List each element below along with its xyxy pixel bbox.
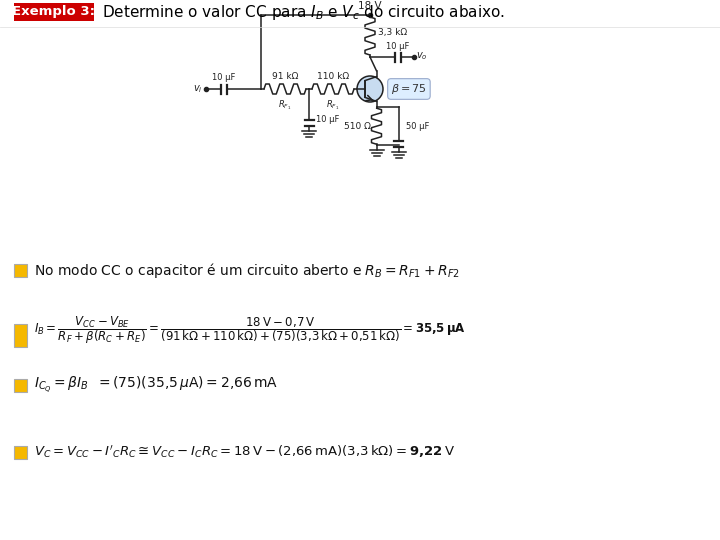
Text: 91 kΩ: 91 kΩ — [272, 72, 298, 81]
Text: 10 μF: 10 μF — [212, 73, 235, 82]
Text: $v_i$: $v_i$ — [194, 83, 203, 95]
FancyBboxPatch shape — [14, 323, 27, 347]
FancyBboxPatch shape — [14, 379, 27, 392]
Text: $I_B = \dfrac{V_{CC} - V_{BE}}{R_F + \beta(R_C + R_E)} = \dfrac{18\,\mathrm{V} -: $I_B = \dfrac{V_{CC} - V_{BE}}{R_F + \be… — [34, 314, 466, 346]
FancyBboxPatch shape — [14, 3, 94, 21]
Text: 110 kΩ: 110 kΩ — [317, 72, 349, 81]
Text: 3,3 kΩ: 3,3 kΩ — [378, 28, 407, 37]
Text: 510 Ω: 510 Ω — [344, 122, 372, 131]
Text: Exemplo 3:: Exemplo 3: — [12, 5, 96, 18]
Text: 18 V: 18 V — [358, 1, 382, 11]
Text: $R_{F_1}$: $R_{F_1}$ — [279, 98, 292, 112]
FancyBboxPatch shape — [14, 446, 27, 458]
Text: 10 μF: 10 μF — [316, 116, 339, 125]
FancyBboxPatch shape — [14, 264, 27, 276]
Text: $v_o$: $v_o$ — [416, 50, 428, 62]
Text: No modo CC o capacitor é um circuito aberto e $R_B = R_{F1} + R_{F2}$: No modo CC o capacitor é um circuito abe… — [34, 260, 460, 280]
Text: $I_{C_Q} = \beta I_B \;\; = (75)(35{,}5\,\mu\mathrm{A}) = 2{,}66\,\mathrm{mA}$: $I_{C_Q} = \beta I_B \;\; = (75)(35{,}5\… — [34, 375, 279, 395]
Text: $\beta = 75$: $\beta = 75$ — [391, 82, 427, 96]
Text: $V_C = V_{CC} - I'_C R_C \cong V_{CC} - I_C R_C = 18\,\mathrm{V} - (2{,}66\,\mat: $V_C = V_{CC} - I'_C R_C \cong V_{CC} - … — [34, 444, 455, 460]
Circle shape — [357, 76, 383, 102]
Text: Determine o valor CC para $I_B$ e $V_c$ do circuito abaixo.: Determine o valor CC para $I_B$ e $V_c$ … — [102, 3, 505, 22]
Text: 50 μF: 50 μF — [405, 122, 429, 131]
Text: $R_{F_1}$: $R_{F_1}$ — [326, 98, 340, 112]
Text: 10 μF: 10 μF — [387, 42, 410, 51]
